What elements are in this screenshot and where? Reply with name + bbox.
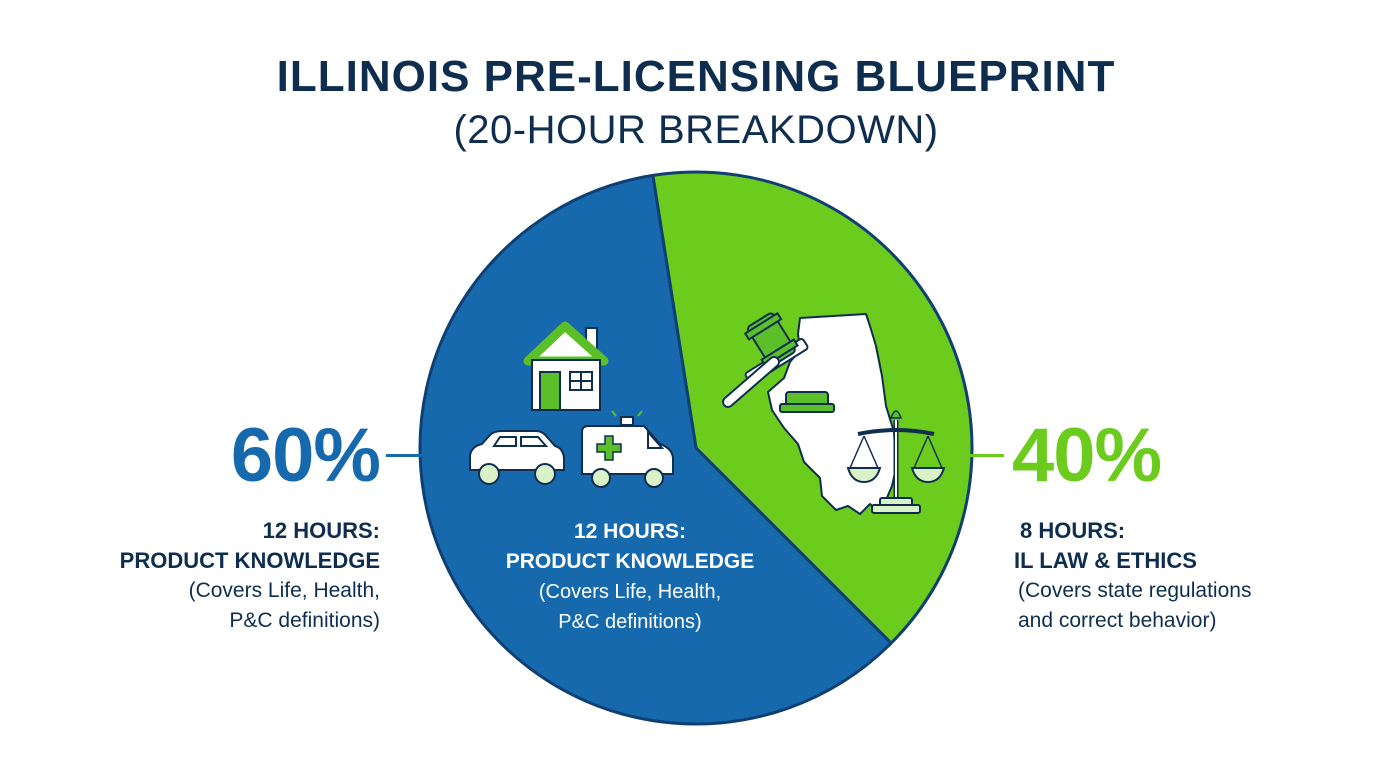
law-percent: 40%: [1012, 413, 1162, 498]
car-icon: [469, 430, 565, 485]
product-hours: 12 HOURS:: [262, 518, 380, 543]
house-icon: [523, 321, 609, 411]
law-ethics-callout: 40% 8 HOURS: IL LAW & ETHICS (Covers sta…: [1012, 418, 1332, 636]
product-percent: 60%: [230, 413, 381, 498]
right-leader-line: [970, 454, 1004, 457]
law-topic: IL LAW & ETHICS: [1014, 548, 1197, 573]
law-note-line1: (Covers state regulations: [1018, 579, 1252, 602]
product-topic: PRODUCT KNOWLEDGE: [119, 548, 380, 573]
chart-subtitle: (20-HOUR BREAKDOWN): [453, 108, 939, 152]
product-note-line2: P&C definitions): [229, 609, 380, 632]
slice-note-line1: (Covers Life, Health,: [538, 581, 722, 603]
slice-note-line2: P&C definitions): [558, 611, 702, 633]
scales-icon: [846, 410, 946, 514]
product-note-line1: (Covers Life, Health,: [188, 579, 380, 602]
gavel-icon: [722, 311, 835, 413]
law-note-line2: and correct behavior): [1018, 609, 1217, 632]
slice-topic: PRODUCT KNOWLEDGE: [505, 550, 755, 573]
chart-title: ILLINOIS PRE-LICENSING BLUEPRINT: [276, 52, 1116, 101]
law-hours: 8 HOURS:: [1020, 518, 1126, 543]
ambulance-icon: [581, 410, 674, 488]
illinois-map-icon: [767, 313, 897, 515]
left-leader-line: [386, 454, 422, 457]
product-knowledge-callout: 60% 12 HOURS: PRODUCT KNOWLEDGE (Covers …: [60, 413, 381, 636]
product-slice-label: 12 HOURS: PRODUCT KNOWLEDGE (Covers Life…: [460, 517, 800, 637]
slice-hours: 12 HOURS:: [573, 520, 687, 543]
